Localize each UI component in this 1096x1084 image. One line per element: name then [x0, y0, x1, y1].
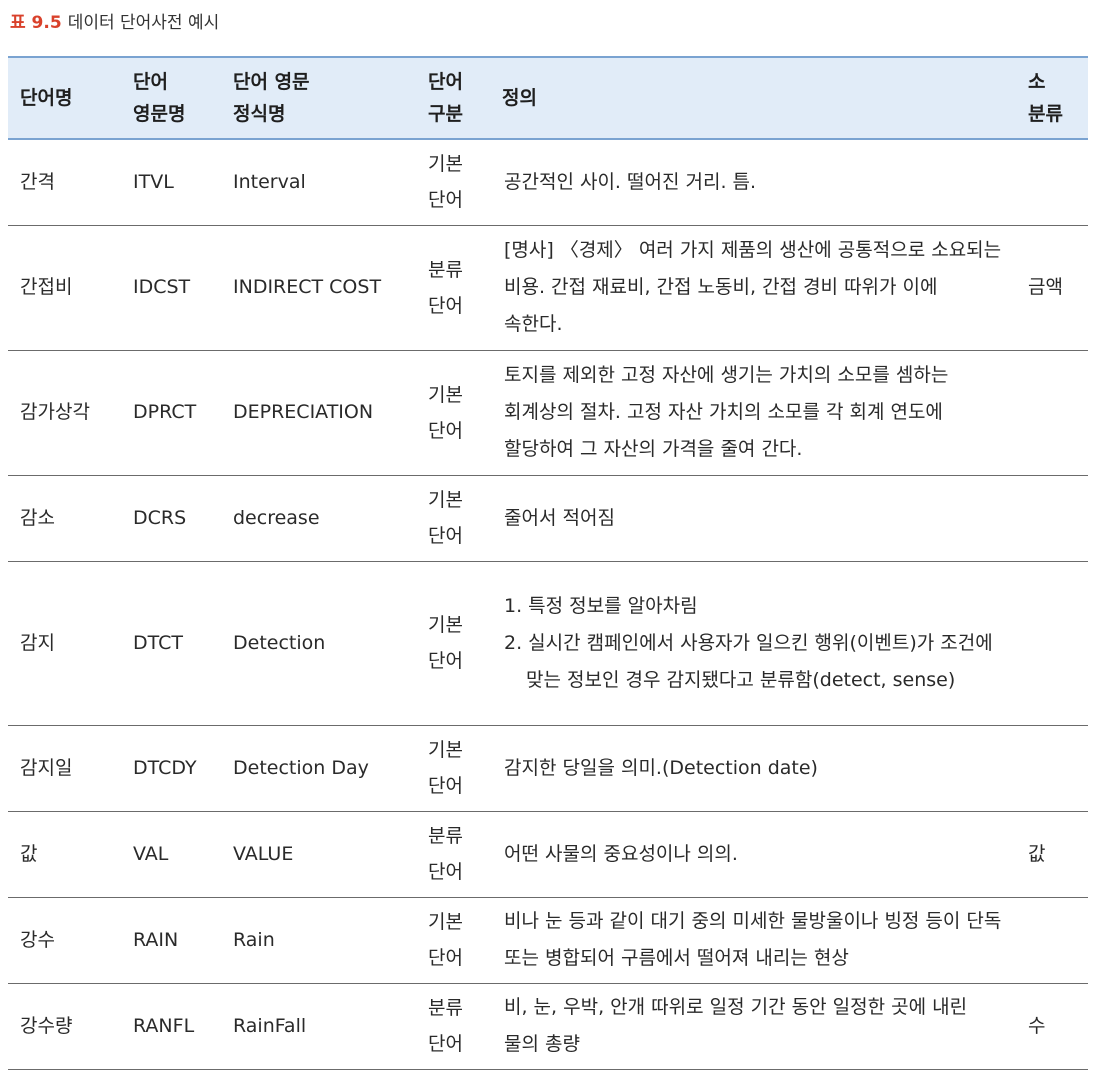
cell-word-name: 강수량	[8, 983, 121, 1070]
table-row: 강수량 RANFL RainFall 분류 단어 비, 눈, 우박, 안개 따위로 일정 …	[8, 983, 1088, 1070]
cell-word-type: 기본 단어	[416, 725, 490, 812]
header-eng-abbr: 단어 영문명	[121, 56, 221, 140]
cell-word-type: 분류 단어	[416, 983, 490, 1070]
cell-definition: 토지를 제외한 고정 자산에 생기는 가치의 소모를 셈하는 회계상의 절차. …	[490, 350, 1016, 476]
cell-eng-abbr: DTCDY	[121, 725, 221, 812]
cell-word-name: 간접비	[8, 225, 121, 351]
cell-word-type: 기본 단어	[416, 897, 490, 984]
cell-subclass	[1016, 897, 1088, 984]
table-caption: 표 9.5 데이터 단어사전 예시	[10, 10, 219, 36]
cell-subclass: 수	[1016, 983, 1088, 1070]
cell-eng-full: Detection	[221, 561, 416, 726]
table-number: 표 9.5	[10, 13, 62, 33]
cell-subclass	[1016, 350, 1088, 476]
cell-definition: 공간적인 사이. 떨어진 거리. 틈.	[490, 139, 1016, 226]
table-row: 감가상각 DPRCT DEPRECIATION 기본 단어 토지를 제외한 고정 자산에 …	[8, 350, 1088, 476]
cell-eng-full: RainFall	[221, 983, 416, 1070]
cell-word-type: 기본 단어	[416, 350, 490, 476]
cell-word-name: 감지일	[8, 725, 121, 812]
cell-word-type: 분류 단어	[416, 811, 490, 898]
cell-definition: 줄어서 적어짐	[490, 475, 1016, 562]
header-row: 단어명 단어 영문명 단어 영문 정식명 단어 구분 정의 소 분류	[8, 56, 1088, 140]
cell-subclass	[1016, 725, 1088, 812]
cell-definition: [명사] 〈경제〉 여러 가지 제품의 생산에 공통적으로 소요되는 비용. 간…	[490, 225, 1016, 351]
cell-eng-abbr: RAIN	[121, 897, 221, 984]
cell-word-name: 감소	[8, 475, 121, 562]
cell-word-name: 값	[8, 811, 121, 898]
cell-eng-abbr: DTCT	[121, 561, 221, 726]
cell-subclass	[1016, 561, 1088, 726]
table-row: 간접비 IDCST INDIRECT COST 분류 단어 [명사] 〈경제〉 여러 가지…	[8, 225, 1088, 351]
cell-definition: 비나 눈 등과 같이 대기 중의 미세한 물방울이나 빙정 등이 단독 또는 병…	[490, 897, 1016, 984]
cell-subclass	[1016, 475, 1088, 562]
cell-word-type: 기본 단어	[416, 475, 490, 562]
table-row: 감지 DTCT Detection 기본 단어 1. 특정 정보를 알아차림 2. 실시간 …	[8, 561, 1088, 726]
cell-eng-full: INDIRECT COST	[221, 225, 416, 351]
table-row: 강수 RAIN Rain 기본 단어 비나 눈 등과 같이 대기 중의 미세한 물방울이나…	[8, 897, 1088, 984]
cell-eng-full: Rain	[221, 897, 416, 984]
cell-eng-full: Interval	[221, 139, 416, 226]
table-row: 간격 ITVL Interval 기본 단어 공간적인 사이. 떨어진 거리. 틈.	[8, 139, 1088, 226]
table-title: 데이터 단어사전 예시	[67, 13, 220, 33]
table-row: 감소 DCRS decrease 기본 단어 줄어서 적어짐	[8, 475, 1088, 562]
cell-definition: 1. 특정 정보를 알아차림 2. 실시간 캠페인에서 사용자가 일으킨 행위(이…	[490, 561, 1016, 726]
cell-eng-full: DEPRECIATION	[221, 350, 416, 476]
cell-eng-abbr: DPRCT	[121, 350, 221, 476]
cell-word-name: 간격	[8, 139, 121, 226]
cell-word-type: 분류 단어	[416, 225, 490, 351]
header-eng-full: 단어 영문 정식명	[221, 56, 416, 140]
cell-eng-abbr: RANFL	[121, 983, 221, 1070]
table-row: 값 VAL VALUE 분류 단어 어떤 사물의 중요성이나 의의. 값	[8, 811, 1088, 898]
cell-definition: 비, 눈, 우박, 안개 따위로 일정 기간 동안 일정한 곳에 내린 물의 총…	[490, 983, 1016, 1070]
cell-eng-abbr: VAL	[121, 811, 221, 898]
header-definition: 정의	[490, 56, 1016, 140]
cell-eng-abbr: ITVL	[121, 139, 221, 226]
table-row: 감지일 DTCDY Detection Day 기본 단어 감지한 당일을 의미.(Det…	[8, 725, 1088, 812]
cell-subclass: 금액	[1016, 225, 1088, 351]
word-dictionary-table: 단어명 단어 영문명 단어 영문 정식명 단어 구분 정의 소 분류 간격 ITVL Int…	[8, 56, 1088, 1070]
header-subclass: 소 분류	[1016, 56, 1088, 140]
cell-word-type: 기본 단어	[416, 561, 490, 726]
cell-eng-full: Detection Day	[221, 725, 416, 812]
cell-subclass	[1016, 139, 1088, 226]
cell-eng-full: decrease	[221, 475, 416, 562]
cell-word-name: 강수	[8, 897, 121, 984]
cell-definition: 어떤 사물의 중요성이나 의의.	[490, 811, 1016, 898]
cell-word-name: 감가상각	[8, 350, 121, 476]
cell-eng-abbr: IDCST	[121, 225, 221, 351]
cell-eng-abbr: DCRS	[121, 475, 221, 562]
header-type: 단어 구분	[416, 56, 490, 140]
cell-word-name: 감지	[8, 561, 121, 726]
cell-definition: 감지한 당일을 의미.(Detection date)	[490, 725, 1016, 812]
cell-eng-full: VALUE	[221, 811, 416, 898]
header-name: 단어명	[8, 56, 121, 140]
cell-word-type: 기본 단어	[416, 139, 490, 226]
cell-subclass: 값	[1016, 811, 1088, 898]
